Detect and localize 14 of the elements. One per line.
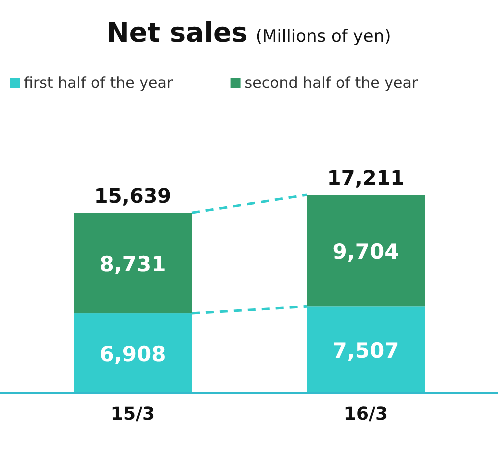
total-label: 15,639 <box>94 184 172 208</box>
data-label: 7,507 <box>332 338 400 363</box>
legend-label: second half of the year <box>244 74 419 92</box>
bar <box>307 195 425 307</box>
x-tick-label: 15/3 <box>110 404 156 425</box>
total-label: 17,211 <box>327 166 405 190</box>
data-label: 9,704 <box>332 240 400 264</box>
bar <box>74 213 192 314</box>
data-label: 8,731 <box>100 252 166 276</box>
chart-subtitle: (Millions of yen) <box>256 27 392 47</box>
data-label: 6,908 <box>100 342 166 366</box>
x-tick-label: 16/3 <box>344 404 388 425</box>
legend-label: first half of the year <box>24 74 174 92</box>
chart-title: Net sales <box>106 18 248 49</box>
